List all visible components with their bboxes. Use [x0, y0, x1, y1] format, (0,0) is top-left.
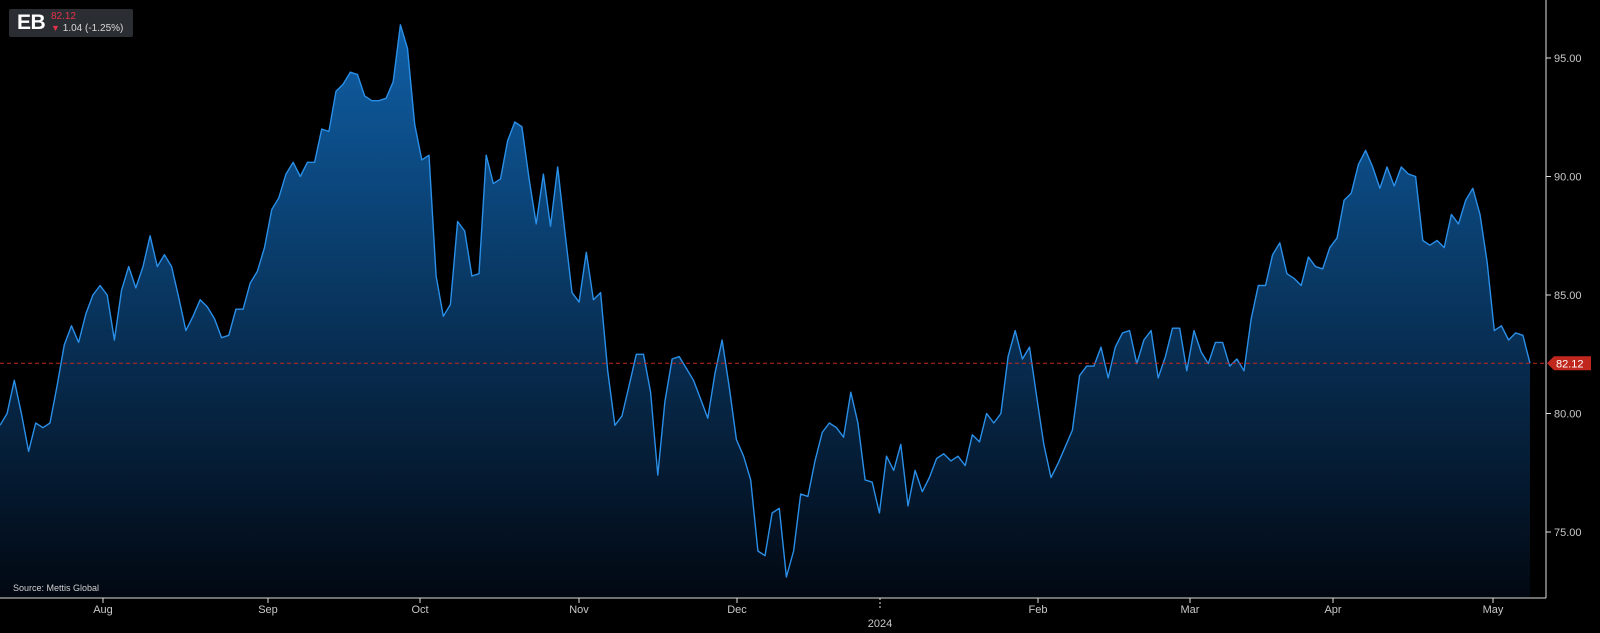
last-price-marker: 82.12: [0, 356, 1591, 371]
ticker-symbol: EB: [17, 11, 46, 34]
ticker-change-row: ▼ 1.04 (-1.25%): [51, 23, 123, 34]
x-tick-label: 2024: [868, 618, 892, 630]
x-tick-label: Nov: [569, 604, 589, 616]
x-tick-label: Aug: [93, 604, 113, 616]
ticker-badge: EB 82.12 ▼ 1.04 (-1.25%): [9, 9, 133, 37]
y-axis-ticks: 95.00 90.00 85.00 80.00 75.00: [1546, 53, 1582, 539]
x-tick-label: Oct: [411, 604, 428, 616]
x-tick-label: May: [1483, 604, 1504, 616]
x-tick-label: Apr: [1324, 604, 1341, 616]
price-line-layer: [0, 24, 1531, 578]
area-fill: [0, 24, 1530, 598]
y-tick-label: 95.00: [1554, 53, 1582, 65]
y-tick-label: 85.00: [1554, 290, 1582, 302]
x-tick-label: Dec: [727, 604, 747, 616]
y-tick-label: 80.00: [1554, 409, 1582, 421]
last-price-tag: [1547, 356, 1591, 371]
x-axis-ticks: Aug Sep Oct Nov Dec 2024 Feb Mar Apr May: [93, 598, 1504, 630]
ticker-change: 1.04 (-1.25%): [62, 23, 124, 34]
source-note: Source: Mettis Global: [13, 583, 100, 593]
area-fill-layer: [0, 24, 1530, 598]
price-line: [0, 24, 1531, 578]
ticker-price: 82.12: [51, 11, 77, 22]
x-tick-label: Mar: [1181, 604, 1200, 616]
y-tick-label: 75.00: [1554, 527, 1582, 539]
y-tick-label: 90.00: [1554, 172, 1582, 184]
x-tick-label: Sep: [258, 604, 278, 616]
x-tick-label: Feb: [1029, 604, 1048, 616]
axes-layer: [0, 0, 1547, 599]
down-arrow-icon: ▼: [51, 23, 60, 33]
last-price-label: 82.12: [1556, 358, 1584, 370]
